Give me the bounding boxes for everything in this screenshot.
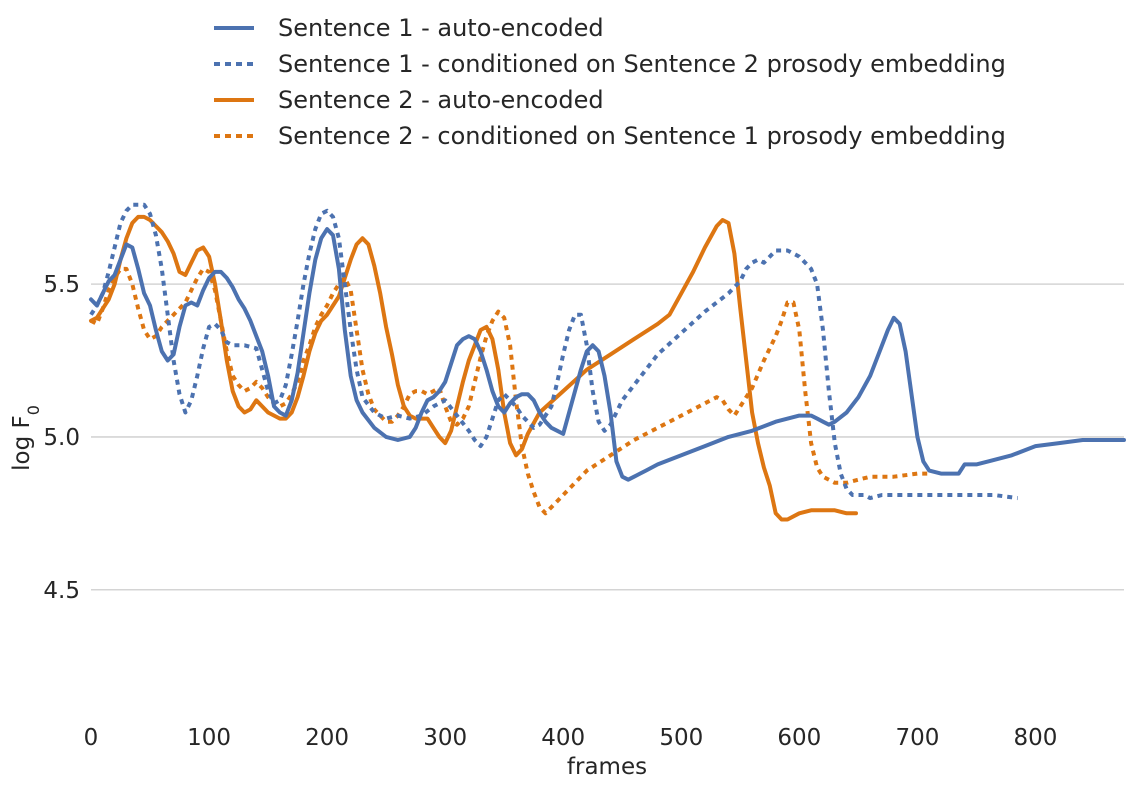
legend-item-s2-auto: Sentence 2 - auto-encoded bbox=[214, 82, 1006, 118]
tick-layer: 4.5 5.0 5.5 0 100 200 300 400 500 600 700 800 bbox=[43, 272, 1057, 751]
y-tick-label: 5.0 bbox=[43, 425, 80, 451]
legend-item-s1-conditioned: Sentence 1 - conditioned on Sentence 2 p… bbox=[214, 46, 1006, 82]
legend-swatch-s2-auto bbox=[214, 98, 254, 102]
legend-label-s1-auto: Sentence 1 - auto-encoded bbox=[278, 14, 604, 42]
legend-label-s2-conditioned: Sentence 2 - conditioned on Sentence 1 p… bbox=[278, 122, 1006, 150]
legend-label-s2-auto: Sentence 2 - auto-encoded bbox=[278, 86, 604, 114]
x-tick-label: 700 bbox=[895, 725, 939, 751]
x-tick-label: 300 bbox=[423, 725, 467, 751]
legend-item-s1-auto: Sentence 1 - auto-encoded bbox=[214, 10, 1006, 46]
legend-item-s2-conditioned: Sentence 2 - conditioned on Sentence 1 p… bbox=[214, 118, 1006, 154]
x-axis-label: frames bbox=[567, 754, 647, 780]
x-tick-label: 800 bbox=[1014, 725, 1058, 751]
legend-swatch-s1-conditioned bbox=[214, 62, 254, 66]
x-tick-label: 0 bbox=[84, 725, 99, 751]
legend-label-s1-conditioned: Sentence 1 - conditioned on Sentence 2 p… bbox=[278, 50, 1006, 78]
series-layer bbox=[89, 202, 1126, 522]
x-tick-label: 100 bbox=[187, 725, 231, 751]
series-line-1 bbox=[89, 202, 1018, 501]
y-axis-label-subscript: 0 bbox=[24, 405, 43, 415]
legend: Sentence 1 - auto-encoded Sentence 1 - c… bbox=[214, 10, 1006, 154]
y-axis-label-main: log F bbox=[9, 415, 35, 471]
x-tick-label: 400 bbox=[541, 725, 585, 751]
y-tick-label: 5.5 bbox=[43, 272, 80, 298]
legend-swatch-s1-auto bbox=[214, 26, 254, 30]
series-line-0 bbox=[89, 227, 1126, 482]
grid-layer bbox=[91, 283, 1124, 591]
y-axis-label: log F0 bbox=[9, 405, 43, 471]
x-tick-label: 200 bbox=[305, 725, 349, 751]
x-tick-label: 600 bbox=[777, 725, 821, 751]
x-tick-label: 500 bbox=[659, 725, 703, 751]
legend-swatch-s2-conditioned bbox=[214, 134, 254, 138]
series-line-2 bbox=[89, 214, 858, 522]
series-line-3 bbox=[90, 266, 932, 516]
y-tick-label: 4.5 bbox=[43, 578, 80, 604]
